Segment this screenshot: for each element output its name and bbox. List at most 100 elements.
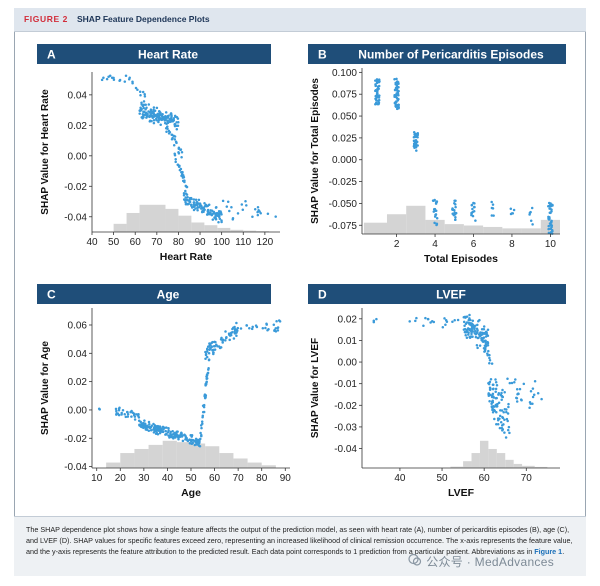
x-tick-label: 70 [233, 473, 245, 484]
panel-title: LVEF [436, 288, 466, 302]
scatter-point [550, 210, 553, 213]
panel-title: Number of Pericarditis Episodes [358, 48, 544, 62]
scatter-point [156, 432, 160, 436]
scatter-point [126, 410, 129, 414]
scatter-point [152, 112, 156, 116]
histogram-bar [106, 462, 121, 468]
x-tick-label: 80 [173, 237, 185, 248]
scatter-point [176, 430, 179, 433]
scatter-point [205, 375, 208, 378]
scatter-point [430, 319, 434, 323]
scatter-point [245, 204, 248, 207]
scatter-point [188, 200, 192, 204]
scatter-point [214, 218, 218, 221]
scatter-point [486, 340, 489, 344]
scatter-point [445, 320, 449, 323]
scatter-point [492, 383, 495, 387]
scatter-point [495, 423, 498, 426]
scatter-point [256, 210, 259, 214]
scatter-point [221, 341, 224, 344]
scatter-point [145, 106, 148, 109]
scatter-point [393, 88, 397, 92]
scatter-point [432, 208, 436, 211]
scatter-point [202, 210, 205, 214]
scatter-point [273, 328, 276, 332]
scatter-point [482, 336, 486, 339]
scatter-point [167, 114, 170, 118]
scatter-point [480, 331, 484, 334]
scatter-point [500, 398, 503, 402]
panel-letter: B [318, 48, 327, 62]
scatter-point [397, 89, 400, 93]
y-tick-label: 0.000 [332, 155, 357, 166]
scatter-point [173, 138, 177, 141]
x-tick-label: 100 [213, 237, 230, 248]
x-tick-label: 60 [209, 473, 221, 484]
figure-label: FIGURE 2 [24, 14, 69, 24]
scatter-point [158, 425, 162, 428]
scatter-point [170, 114, 173, 117]
scatter-point [435, 223, 438, 226]
scatter-point [495, 396, 498, 400]
scatter-point [454, 215, 457, 219]
scatter-point [468, 335, 471, 339]
scatter-point [509, 212, 513, 216]
scatter-point [167, 132, 171, 135]
histogram-bar [261, 465, 276, 468]
x-tick-label: 40 [162, 473, 174, 484]
scatter-point [482, 327, 486, 331]
scatter-point [126, 413, 130, 416]
y-tick-label: -0.02 [64, 182, 87, 193]
histogram-bar [521, 228, 541, 234]
scatter-point [123, 413, 126, 416]
scatter-point [251, 325, 254, 329]
scatter-point [483, 350, 486, 353]
scatter-point [503, 390, 506, 394]
scatter-point [102, 76, 105, 80]
x-tick-label: 90 [194, 237, 206, 248]
scatter-point [195, 201, 198, 204]
scatter-point [530, 206, 534, 210]
scatter-point [210, 213, 214, 217]
scatter-point [164, 111, 168, 114]
scatter-point [118, 78, 122, 82]
scatter-point [498, 414, 502, 418]
y-tick-label: 0.04 [68, 90, 88, 101]
scatter-points [374, 77, 554, 235]
scatter-point [147, 110, 150, 113]
scatter-point [471, 319, 475, 322]
scatter-point [105, 77, 109, 81]
scatter-point [272, 323, 276, 326]
scatter-point [143, 419, 146, 422]
scatter-point [211, 218, 215, 221]
scatter-point [115, 412, 118, 415]
histogram-bar [450, 466, 464, 468]
histogram-bar [522, 465, 535, 468]
scatter-point [124, 415, 128, 419]
scatter-point [490, 206, 494, 210]
scatter-point [146, 112, 149, 116]
scatter-point [476, 323, 479, 327]
scatter-point [245, 324, 249, 327]
scatter-point [503, 431, 506, 434]
scatter-point [493, 417, 496, 421]
scatter-point [226, 200, 230, 204]
y-tick-label: 0.075 [332, 90, 357, 101]
scatter-point [256, 213, 260, 217]
scatter-point [478, 332, 482, 336]
scatter-point [454, 205, 457, 209]
y-tick-label: -0.025 [329, 177, 358, 188]
caption-figure-link[interactable]: Figure 1 [534, 547, 563, 556]
scatter-point [169, 120, 173, 123]
scatter-point [167, 434, 170, 437]
scatter-point [171, 429, 174, 433]
scatter-point [180, 155, 183, 159]
scatter-point [412, 142, 416, 145]
scatter-point [394, 105, 398, 109]
panel-header-bar [37, 284, 271, 304]
scatter-point [186, 438, 189, 442]
scatter-point [495, 405, 499, 408]
scatter-point [274, 215, 277, 218]
histogram-bar [243, 230, 257, 232]
scatter-point [130, 415, 133, 418]
